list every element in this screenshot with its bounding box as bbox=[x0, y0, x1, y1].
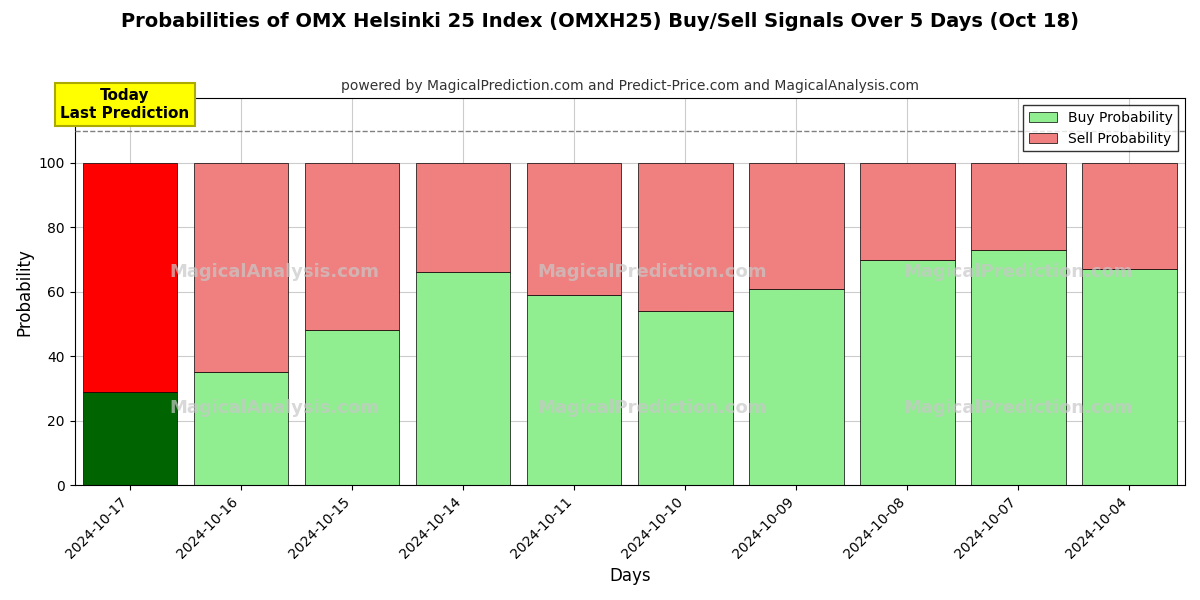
Text: Today
Last Prediction: Today Last Prediction bbox=[60, 88, 190, 121]
Bar bbox=[194, 163, 288, 373]
Text: MagicalAnalysis.com: MagicalAnalysis.com bbox=[169, 399, 379, 417]
Bar bbox=[1082, 163, 1177, 269]
Bar bbox=[527, 295, 622, 485]
Bar bbox=[860, 260, 955, 485]
Text: MagicalPrediction.com: MagicalPrediction.com bbox=[904, 263, 1133, 281]
Bar bbox=[1082, 269, 1177, 485]
Bar bbox=[971, 250, 1066, 485]
Bar bbox=[638, 311, 732, 485]
X-axis label: Days: Days bbox=[610, 567, 650, 585]
Bar bbox=[860, 163, 955, 260]
Y-axis label: Probability: Probability bbox=[16, 248, 34, 335]
Text: Probabilities of OMX Helsinki 25 Index (OMXH25) Buy/Sell Signals Over 5 Days (Oc: Probabilities of OMX Helsinki 25 Index (… bbox=[121, 12, 1079, 31]
Bar bbox=[305, 163, 400, 331]
Title: powered by MagicalPrediction.com and Predict-Price.com and MagicalAnalysis.com: powered by MagicalPrediction.com and Pre… bbox=[341, 79, 919, 93]
Bar bbox=[83, 392, 178, 485]
Bar bbox=[416, 272, 510, 485]
Text: MagicalAnalysis.com: MagicalAnalysis.com bbox=[169, 263, 379, 281]
Bar bbox=[83, 163, 178, 392]
Bar bbox=[638, 163, 732, 311]
Bar bbox=[749, 289, 844, 485]
Bar bbox=[194, 373, 288, 485]
Bar bbox=[527, 163, 622, 295]
Bar bbox=[971, 163, 1066, 250]
Legend: Buy Probability, Sell Probability: Buy Probability, Sell Probability bbox=[1024, 105, 1178, 151]
Bar bbox=[416, 163, 510, 272]
Text: MagicalPrediction.com: MagicalPrediction.com bbox=[538, 263, 767, 281]
Text: MagicalPrediction.com: MagicalPrediction.com bbox=[538, 399, 767, 417]
Bar bbox=[305, 331, 400, 485]
Text: MagicalPrediction.com: MagicalPrediction.com bbox=[904, 399, 1133, 417]
Bar bbox=[749, 163, 844, 289]
